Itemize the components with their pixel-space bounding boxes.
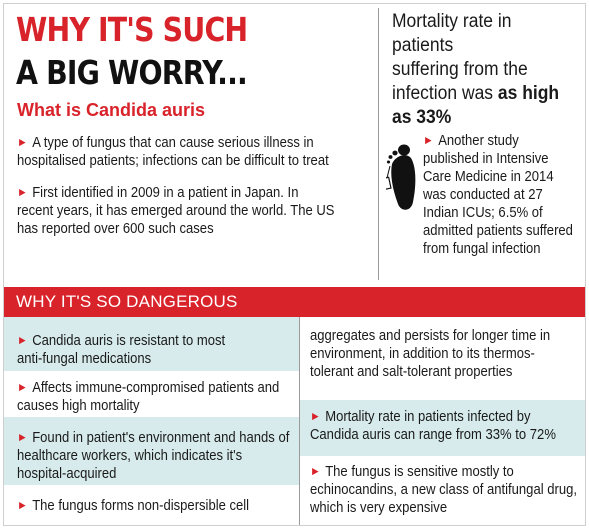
red-arrow-icon: ► xyxy=(423,133,434,147)
bullet-text: Candida auris is resistant to most xyxy=(32,333,226,349)
danger-bullet-4-continued: aggregates and persists for longer time … xyxy=(310,327,580,381)
column-divider xyxy=(378,8,379,280)
bullet-text: Affects immune-compromised patients and xyxy=(32,380,280,396)
danger-banner-title: WHY IT'S SO DANGEROUS xyxy=(16,292,238,311)
red-arrow-icon: ► xyxy=(17,380,28,394)
bullet-text: First identified in 2009 in a patient in… xyxy=(32,185,299,201)
red-arrow-icon: ► xyxy=(17,135,28,149)
mortality-highlight: as 33% xyxy=(392,107,452,128)
shaded-row xyxy=(4,317,299,371)
red-arrow-icon: ► xyxy=(17,498,28,512)
danger-bullet-2: ► Affects immune-compromised patients and… xyxy=(17,379,296,415)
bullet-text: The fungus forms non-dispersible cell xyxy=(32,498,250,514)
bullet-text: Found in patient's environment and hands… xyxy=(32,430,290,446)
section-subhead: What is Candida auris xyxy=(17,100,206,120)
study-text: Care Medicine in 2014 xyxy=(423,169,554,185)
red-arrow-icon: ► xyxy=(17,185,28,199)
red-arrow-icon: ► xyxy=(17,333,28,347)
bullet-text: Candida auris can range from 33% to 72% xyxy=(310,427,556,443)
study-text: Another study xyxy=(438,133,519,149)
headline-line-2: A BIG WORRY... xyxy=(16,53,248,92)
bullet-text: recent years, it has emerged around the … xyxy=(17,203,335,219)
bullet-text: environment, in addition to its thermos- xyxy=(310,346,535,362)
bullet-text: has reported over 600 such cases xyxy=(17,221,214,237)
danger-banner xyxy=(4,287,585,317)
bullet-text: anti-fungal medications xyxy=(17,351,152,367)
danger-bullet-4: ► The fungus forms non-dispersible cell xyxy=(17,497,296,515)
bullet-text: healthcare workers, which indicates it's xyxy=(17,448,243,464)
bullet-text: A type of fungus that can cause serious … xyxy=(32,135,314,151)
bullet-text: hospitalised patients; infections can be… xyxy=(17,153,329,169)
danger-bullet-3: ► Found in patient's environment and hand… xyxy=(17,429,296,483)
study-text: from fungal infection xyxy=(423,241,541,257)
danger-bullet-5: ► Mortality rate in patients infected by … xyxy=(310,408,580,444)
bullet-text: aggregates and persists for longer time … xyxy=(310,328,551,344)
study-text: published in Intensive xyxy=(423,151,549,167)
mortality-line: infection was xyxy=(392,83,498,104)
bullet-text: echinocandins, a new class of antifungal… xyxy=(310,482,577,498)
bullet-text: which is very expensive xyxy=(310,500,448,516)
mortality-highlight: as high xyxy=(497,83,560,104)
shaded-row xyxy=(4,417,299,485)
red-arrow-icon: ► xyxy=(17,430,28,444)
bullet-text: The fungus is sensitive mostly to xyxy=(325,464,514,480)
bullet-text: tolerant and salt-tolerant properties xyxy=(310,364,513,380)
red-arrow-icon: ► xyxy=(310,409,321,423)
what-is-bullet-1: ► A type of fungus that can cause serious… xyxy=(17,134,377,170)
mortality-line: Mortality rate in patients xyxy=(392,11,512,56)
headline-line-1: WHY IT'S SUCH xyxy=(16,10,248,49)
foot-tag-icon xyxy=(386,144,416,210)
study-text: admitted patients suffered xyxy=(423,223,573,239)
study-text: Indian ICUs; 6.5% of xyxy=(423,205,543,221)
bullet-text: hospital-acquired xyxy=(17,466,117,482)
shaded-row xyxy=(300,400,585,456)
mortality-callout: Mortality rate in patients suffering fro… xyxy=(392,10,576,130)
bullet-text: Mortality rate in patients infected by xyxy=(325,409,531,425)
what-is-bullet-2: ► First identified in 2009 in a patient i… xyxy=(17,184,377,238)
infographic: WHY IT'S SUCH A BIG WORRY... What is Can… xyxy=(3,3,586,526)
danger-bullet-6: ► The fungus is sensitive mostly to echin… xyxy=(310,463,580,517)
study-text: was conducted at 27 xyxy=(423,187,543,203)
study-note: ► Another study published in Intensive Ca… xyxy=(423,132,581,258)
column-divider xyxy=(299,317,300,525)
bullet-text: causes high mortality xyxy=(17,398,140,414)
mortality-line: suffering from the xyxy=(392,59,528,80)
danger-bullet-1: ► Candida auris is resistant to most anti… xyxy=(17,332,296,368)
red-arrow-icon: ► xyxy=(310,464,321,478)
